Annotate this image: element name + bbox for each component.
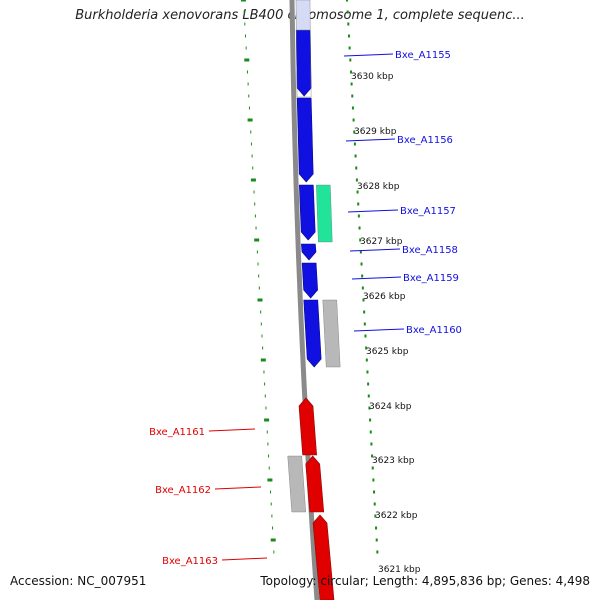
other-feature[interactable]: [287, 455, 306, 513]
accession-text: Accession: NC_007951: [10, 574, 147, 588]
reverse-gene-arrow[interactable]: [312, 514, 335, 600]
forward-gene-arrow[interactable]: [303, 299, 322, 368]
scale-label: 3627 kbp: [360, 237, 403, 247]
gene-label-bxe_a1159[interactable]: Bxe_A1159: [403, 273, 459, 284]
feature-track: [287, 0, 341, 600]
forward-gene-arrow[interactable]: [301, 262, 318, 299]
gene-leader-line: [343, 53, 394, 57]
scale-label: 3629 kbp: [354, 127, 397, 137]
topology-stats-text: Topology: circular; Length: 4,895,836 bp…: [260, 574, 590, 588]
gene-label-bxe_a1160[interactable]: Bxe_A1160: [406, 325, 462, 336]
reverse-gene-arrow[interactable]: [305, 455, 325, 513]
gene-label-bxe_a1158[interactable]: Bxe_A1158: [402, 245, 458, 256]
scale-label: 3621 kbp: [378, 565, 421, 575]
scale-label: 3622 kbp: [375, 511, 418, 521]
gene-label-bxe_a1155[interactable]: Bxe_A1155: [395, 50, 451, 61]
gene-label-bxe_a1156[interactable]: Bxe_A1156: [397, 135, 453, 146]
gene-label-bxe_a1161[interactable]: Bxe_A1161: [149, 427, 205, 438]
gene-labels: Bxe_A1155 Bxe_A1156 Bxe_A1157 Bxe_A1158 Bxe_…: [149, 50, 462, 567]
rna-feature[interactable]: [316, 184, 333, 243]
gene-leader-line: [347, 209, 399, 213]
forward-gene-arrow[interactable]: [295, 0, 311, 31]
scale-label: 3624 kbp: [369, 402, 412, 412]
forward-gene-arrow[interactable]: [296, 97, 314, 183]
chromosome-backbone: [289, 0, 320, 600]
scale-labels: 3630 kbp 3629 kbp 3628 kbp 3627 kbp 3626 kbp…: [351, 72, 421, 575]
gene-label-bxe_a1162[interactable]: Bxe_A1162: [155, 485, 211, 496]
scale-label: 3630 kbp: [351, 72, 394, 82]
gene-leader-line: [353, 328, 405, 332]
gene-leader-line: [208, 428, 256, 432]
gene-leader-line: [351, 276, 402, 280]
forward-gene-arrow[interactable]: [298, 184, 316, 241]
gene-leader-line: [345, 138, 396, 142]
scale-label: 3625 kbp: [366, 347, 409, 357]
outer-tick-track: [346, 0, 379, 554]
gene-leader-line: [349, 248, 401, 252]
scale-label: 3628 kbp: [357, 182, 400, 192]
gene-leader-line: [221, 557, 268, 561]
scale-label: 3623 kbp: [372, 456, 415, 466]
gene-leader-line: [214, 486, 262, 490]
reverse-gene-arrow[interactable]: [298, 397, 317, 456]
other-feature[interactable]: [322, 299, 341, 368]
forward-gene-arrow[interactable]: [301, 243, 317, 261]
inner-tick-track: [241, 0, 276, 554]
spacer[interactable]: [296, 29, 312, 98]
gene-label-bxe_a1157[interactable]: Bxe_A1157: [400, 206, 456, 217]
gene-label-bxe_a1163[interactable]: Bxe_A1163: [162, 556, 218, 567]
scale-label: 3626 kbp: [363, 292, 406, 302]
